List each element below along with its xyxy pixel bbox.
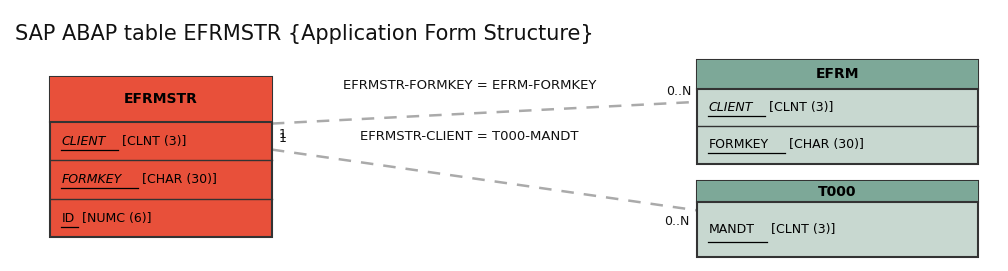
Text: [NUMC (6)]: [NUMC (6)] xyxy=(79,212,151,225)
Text: [CLNT (3)]: [CLNT (3)] xyxy=(118,135,185,148)
Text: 0..N: 0..N xyxy=(664,215,689,228)
Text: 0..N: 0..N xyxy=(666,85,691,98)
Text: CLIENT: CLIENT xyxy=(709,101,753,114)
Bar xyxy=(697,60,978,164)
Text: [CLNT (3)]: [CLNT (3)] xyxy=(765,101,833,114)
Text: 1: 1 xyxy=(279,128,286,141)
Bar xyxy=(697,181,978,202)
Bar xyxy=(49,77,272,122)
Text: [CLNT (3)]: [CLNT (3)] xyxy=(767,223,835,236)
Text: 1: 1 xyxy=(279,132,286,145)
Text: MANDT: MANDT xyxy=(709,223,754,236)
Bar xyxy=(697,181,978,257)
Text: FORMKEY: FORMKEY xyxy=(709,138,769,151)
Bar xyxy=(49,77,272,237)
Text: CLIENT: CLIENT xyxy=(61,135,106,148)
Text: SAP ABAP table EFRMSTR {Application Form Structure}: SAP ABAP table EFRMSTR {Application Form… xyxy=(15,24,594,44)
Text: EFRMSTR-CLIENT = T000-MANDT: EFRMSTR-CLIENT = T000-MANDT xyxy=(360,130,579,143)
Text: ID: ID xyxy=(61,212,75,225)
Text: [CHAR (30)]: [CHAR (30)] xyxy=(784,138,864,151)
Text: EFRMSTR-FORMKEY = EFRM-FORMKEY: EFRMSTR-FORMKEY = EFRM-FORMKEY xyxy=(343,79,596,92)
Bar xyxy=(697,60,978,89)
Text: EFRMSTR: EFRMSTR xyxy=(124,92,198,107)
Text: T000: T000 xyxy=(818,185,857,199)
Text: [CHAR (30)]: [CHAR (30)] xyxy=(138,173,217,186)
Text: FORMKEY: FORMKEY xyxy=(61,173,122,186)
Text: EFRM: EFRM xyxy=(815,67,859,81)
